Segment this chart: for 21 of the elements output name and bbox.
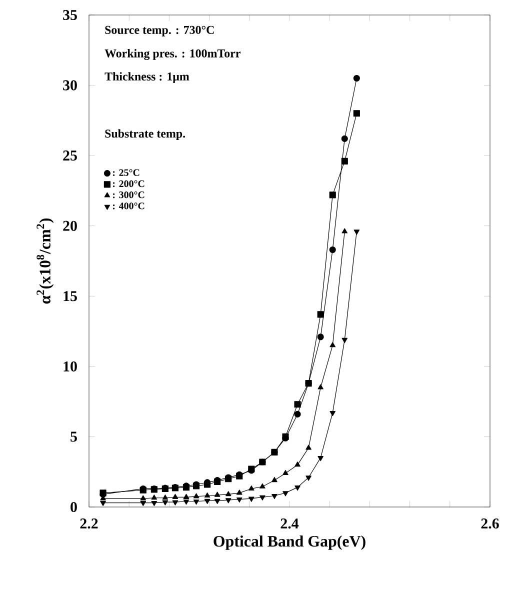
annotation: Working pres. : 100mTorr (104, 49, 240, 60)
y-tick-label: 25 (63, 150, 77, 161)
y-tick-label: 0 (70, 502, 77, 512)
x-tick-label: 2.4 (280, 518, 299, 529)
annotation: Source temp. : 730°C (105, 26, 214, 36)
x-axis-title: Optical Band Gap(eV) (214, 535, 366, 550)
legend-label: : 300°C (113, 191, 144, 198)
x-tick-label: 2.2 (80, 518, 98, 529)
y-tick-label: 15 (64, 291, 77, 302)
y-tick-label: 35 (63, 10, 77, 20)
y-axis-title: α$^{2}$(x10$^{8}$/cm$^{2}$) (36, 218, 54, 304)
y-tick-label: 10 (64, 361, 77, 372)
x-tick-label: 2.6 (481, 518, 499, 529)
legend-title: Substrate temp. (105, 129, 186, 140)
legend-label: : 400°C (113, 202, 144, 210)
legend-label: : 200°C (113, 180, 144, 188)
y-tick-label: 20 (63, 220, 77, 231)
legend-label: : 25°C (113, 169, 140, 176)
annotation: Thickness : 1μm (104, 72, 190, 83)
y-tick-label: 5 (70, 432, 77, 442)
y-tick-label: 30 (63, 80, 77, 90)
